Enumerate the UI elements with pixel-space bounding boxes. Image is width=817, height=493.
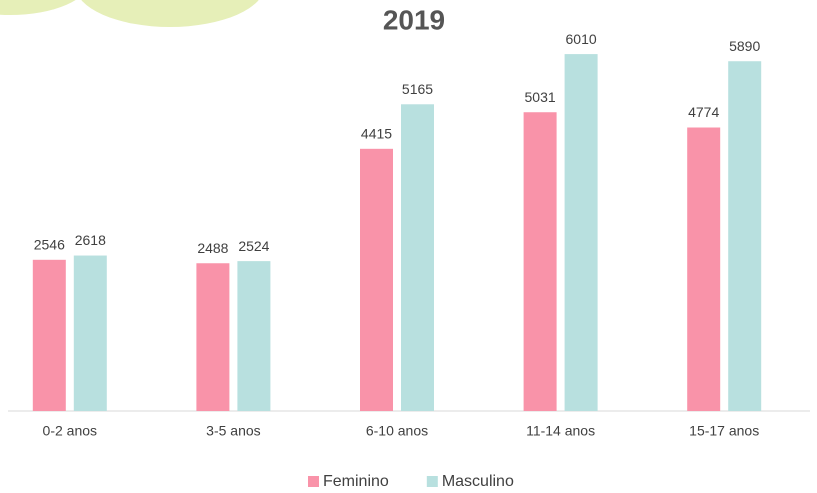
data-label: 4774 — [688, 104, 719, 120]
bar — [564, 54, 598, 412]
data-label: 4415 — [361, 126, 392, 142]
data-label: 6010 — [566, 31, 597, 47]
data-label: 5031 — [525, 89, 556, 105]
bar — [73, 255, 107, 411]
x-tick-label: 11-14 anos — [526, 423, 595, 439]
bar — [728, 61, 762, 412]
bar — [196, 263, 230, 411]
bar — [32, 259, 66, 411]
data-label: 2524 — [238, 238, 269, 254]
bar — [523, 112, 557, 412]
decoration — [0, 0, 76, 15]
bar — [401, 104, 434, 411]
legend-label: Masculino — [442, 473, 514, 490]
data-label: 2618 — [75, 232, 106, 248]
bar — [687, 127, 721, 411]
x-tick-label: 3-5 anos — [206, 423, 260, 439]
bar — [360, 148, 393, 411]
data-label: 5165 — [402, 81, 433, 97]
x-tick-label: 0-2 anos — [43, 423, 97, 439]
data-label: 2488 — [197, 240, 228, 256]
x-tick-label: 15-17 anos — [689, 423, 759, 439]
bar — [237, 261, 271, 411]
x-tick-label: 6-10 anos — [366, 423, 428, 439]
data-label: 5890 — [729, 38, 760, 54]
legend-swatch — [308, 476, 319, 487]
chart-title: 2019 — [383, 4, 445, 35]
data-label: 2546 — [34, 237, 65, 253]
legend-label: Feminino — [323, 473, 389, 490]
decoration — [81, 0, 259, 27]
legend-swatch — [426, 476, 438, 487]
